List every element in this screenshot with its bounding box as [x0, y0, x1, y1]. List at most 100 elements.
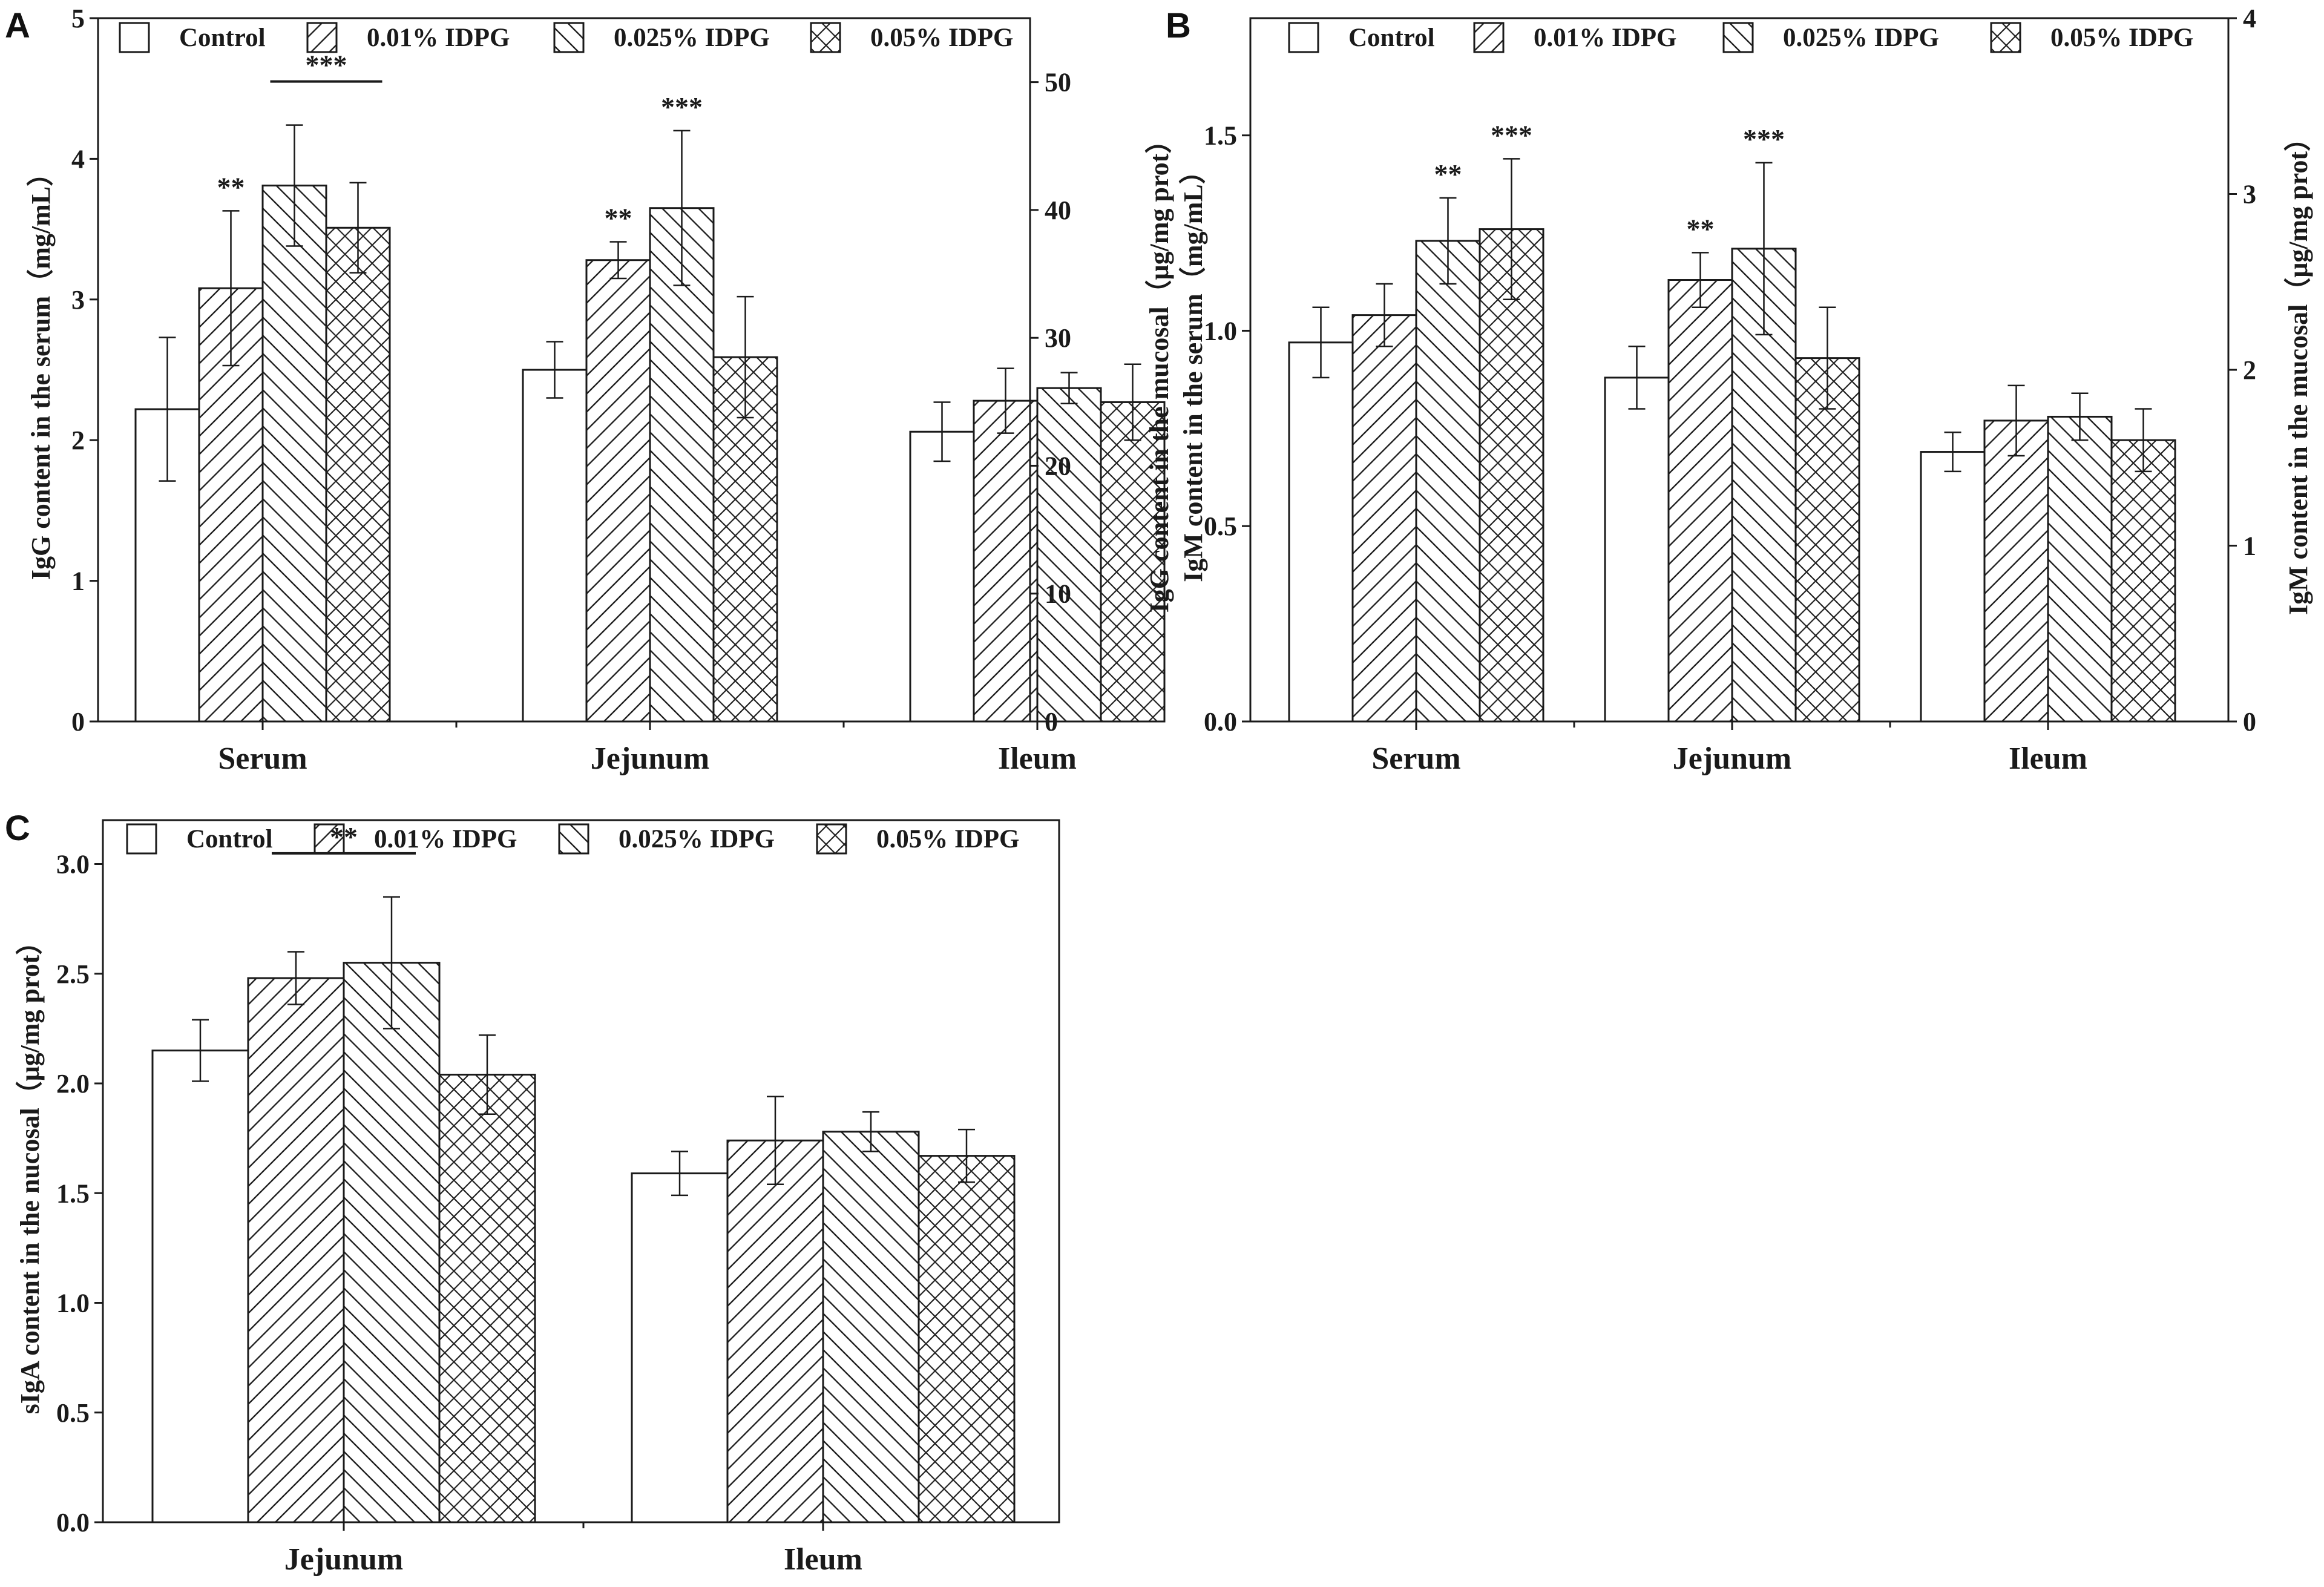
bar [1351, 314, 1417, 723]
y-right-tick-label: 2 [2243, 355, 2256, 385]
plot-frame [102, 819, 1060, 1523]
legend-swatch [1473, 22, 1505, 53]
category-label: Ileum [2009, 741, 2087, 776]
bar [261, 185, 327, 723]
bar [1667, 279, 1733, 723]
legend-swatch [810, 22, 841, 53]
category-label: Serum [218, 741, 307, 776]
significance-marker: *** [1491, 119, 1532, 150]
significance-marker: *** [661, 91, 703, 122]
panel-label: C [5, 809, 30, 848]
y-tick-label: 2.0 [56, 1069, 90, 1099]
bar [343, 962, 441, 1523]
category-label: Jejunum [284, 1542, 403, 1577]
bar [917, 1155, 1016, 1523]
bar [726, 1139, 824, 1523]
bar [438, 1074, 536, 1523]
significance-marker: *** [1743, 123, 1785, 154]
bar [909, 430, 975, 723]
y-tick-label: 0.5 [56, 1398, 90, 1428]
y-tick-label: 2.5 [56, 959, 90, 989]
bar [1036, 387, 1102, 723]
y-tick-label: 3 [71, 285, 85, 315]
category-label: Ileum [998, 741, 1077, 776]
category-label: Ileum [784, 1542, 862, 1577]
significance-marker: *** [306, 50, 347, 80]
significance-marker: ** [217, 171, 245, 202]
bar [822, 1131, 920, 1523]
y-right-tick-label: 30 [1045, 323, 1071, 353]
y-tick-label: 0.0 [1204, 707, 1237, 737]
bar [631, 1172, 729, 1523]
legend-label: 0.01% IDPG [374, 825, 517, 853]
bar [325, 226, 391, 723]
chart-panel-C: C0.00.51.01.52.02.53.0JejunumIleum**Cont… [5, 809, 1060, 1577]
bar [649, 207, 715, 723]
legend-swatch [816, 823, 847, 855]
y-axis-label: IgG content in the serum（mg/mL） [26, 160, 56, 580]
y-right-axis-label: IgG content in the mucosal（μg/mg prot） [1144, 127, 1174, 613]
bar [1100, 401, 1166, 723]
category-label: Jejunum [1673, 741, 1791, 776]
legend-swatch [126, 823, 157, 855]
legend-swatch [119, 22, 150, 53]
bar [2047, 415, 2113, 723]
panel-label: B [1166, 6, 1191, 45]
y-tick-label: 1.0 [1204, 316, 1237, 346]
y-tick-label: 0.5 [1204, 511, 1237, 541]
legend-label: Control [186, 825, 273, 853]
bar [1794, 357, 1860, 723]
y-tick-label: 0.0 [56, 1508, 90, 1537]
y-right-axis-label: IgM content in the mucosal（μg/mg prot） [2283, 125, 2313, 615]
y-right-tick-label: 4 [2243, 4, 2256, 33]
bar [2110, 439, 2176, 723]
panel-label: A [5, 6, 30, 45]
legend-label: 0.01% IDPG [367, 24, 510, 52]
y-tick-label: 0 [71, 707, 85, 737]
y-tick-label: 1.0 [56, 1289, 90, 1318]
legend-label: Control [179, 24, 266, 52]
y-right-tick-label: 1 [2243, 531, 2256, 561]
legend-swatch [1288, 22, 1319, 53]
legend-label: Control [1348, 24, 1435, 52]
bar [1920, 451, 1986, 723]
chart-panel-A: A01234501020304050SerumJejunumIleum*****… [5, 4, 1174, 776]
y-right-tick-label: 40 [1045, 196, 1071, 225]
y-tick-label: 1.5 [1204, 121, 1237, 151]
y-axis-label: sIgA content in the nucosal（μg/mg prot） [15, 928, 45, 1414]
y-tick-label: 3.0 [56, 850, 90, 879]
legend-swatch [1722, 22, 1754, 53]
legend-label: 0.05% IDPG [2050, 24, 2194, 52]
y-tick-label: 1.5 [56, 1178, 90, 1208]
legend-label: 0.05% IDPG [876, 825, 1020, 853]
y-tick-label: 4 [71, 144, 85, 174]
legend-swatch [1990, 22, 2021, 53]
bar [1983, 419, 2049, 723]
bar [1415, 240, 1481, 723]
y-tick-label: 5 [71, 4, 85, 33]
y-right-tick-label: 0 [2243, 707, 2256, 737]
y-right-tick-label: 50 [1045, 68, 1071, 97]
y-right-tick-label: 3 [2243, 180, 2256, 209]
category-label: Serum [1371, 741, 1460, 776]
bar [1479, 228, 1544, 723]
bar [151, 1050, 249, 1523]
significance-marker: ** [1687, 213, 1715, 244]
legend-swatch [313, 823, 345, 855]
legend-label: 0.025% IDPG [619, 825, 775, 853]
legend-label: 0.025% IDPG [614, 24, 770, 52]
bar [1288, 341, 1354, 723]
category-label: Jejunum [591, 741, 709, 776]
legend-label: 0.01% IDPG [1534, 24, 1677, 52]
bar [585, 259, 651, 723]
bar [522, 369, 588, 723]
legend-swatch [306, 22, 338, 53]
y-axis-label: IgM content in the serum（mg/mL） [1178, 157, 1208, 582]
legend-label: 0.05% IDPG [870, 24, 1014, 52]
legend-swatch [553, 22, 585, 53]
significance-marker: ** [1434, 159, 1462, 189]
y-tick-label: 2 [71, 426, 85, 455]
y-tick-label: 1 [71, 567, 85, 596]
